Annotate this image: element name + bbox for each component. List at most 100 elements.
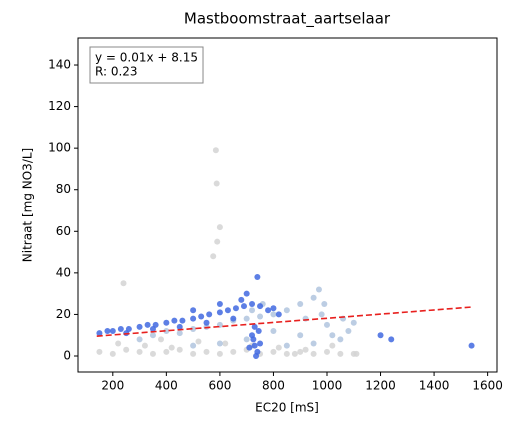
point	[254, 274, 261, 281]
point	[144, 321, 151, 328]
y-tick-label: 20	[56, 307, 71, 321]
chart-title: Mastboomstraat_aartselaar	[184, 10, 391, 29]
point	[190, 350, 197, 357]
point	[270, 305, 277, 312]
point	[323, 348, 330, 355]
point	[163, 319, 170, 326]
x-tick-label: 1000	[312, 379, 343, 393]
points	[96, 147, 475, 359]
annotation-box	[89, 46, 204, 84]
point	[171, 317, 178, 324]
point	[136, 348, 143, 355]
point	[270, 328, 277, 335]
x-tick-label: 600	[208, 379, 231, 393]
point	[163, 348, 170, 355]
point	[468, 342, 475, 349]
point	[249, 307, 256, 314]
y-tick-label: 100	[48, 141, 71, 155]
point	[275, 311, 282, 318]
y-tick-label: 120	[48, 99, 71, 113]
x-tick-label: 1400	[419, 379, 450, 393]
plot-frame	[77, 37, 498, 373]
point	[216, 350, 223, 357]
point	[230, 315, 237, 322]
point	[212, 147, 219, 154]
point	[297, 348, 304, 355]
point	[283, 342, 290, 349]
point	[168, 344, 175, 351]
point	[257, 340, 264, 347]
point	[249, 301, 256, 308]
point	[213, 180, 220, 187]
point	[250, 336, 257, 343]
point	[216, 301, 223, 308]
point	[149, 332, 156, 339]
x-tick-label: 1200	[365, 379, 396, 393]
point	[302, 346, 309, 353]
point	[179, 317, 186, 324]
point	[246, 344, 253, 351]
point	[149, 350, 156, 357]
point	[157, 336, 164, 343]
y-tick-label: 140	[48, 58, 71, 72]
point	[222, 340, 229, 347]
point	[350, 319, 357, 326]
point	[210, 253, 217, 260]
point	[136, 336, 143, 343]
point	[353, 350, 360, 357]
point	[283, 350, 290, 357]
point	[232, 305, 239, 312]
x-tick-label: 800	[262, 379, 285, 393]
point	[297, 332, 304, 339]
point	[255, 328, 262, 335]
point	[291, 350, 298, 357]
point	[257, 313, 264, 320]
point	[190, 307, 197, 314]
point	[243, 315, 250, 322]
point	[149, 325, 156, 332]
y-axis-label: Nitraat [mg NO3/L]	[21, 148, 35, 262]
point	[224, 307, 231, 314]
point	[337, 336, 344, 343]
point	[318, 311, 325, 318]
point	[310, 294, 317, 301]
point	[109, 350, 116, 357]
point	[176, 346, 183, 353]
point	[214, 238, 221, 245]
point	[315, 286, 322, 293]
point	[270, 348, 277, 355]
point	[96, 348, 103, 355]
point	[238, 296, 245, 303]
y-tick-label: 0	[63, 348, 71, 362]
point	[275, 344, 282, 351]
point	[115, 340, 122, 347]
point	[96, 330, 103, 337]
point	[190, 325, 197, 332]
point	[243, 336, 250, 343]
point	[270, 311, 277, 318]
annotation-text: y = 0.01x + 8.15	[95, 51, 198, 65]
point	[310, 350, 317, 357]
point	[253, 352, 260, 359]
point	[141, 342, 148, 349]
point	[198, 313, 205, 320]
point	[329, 332, 336, 339]
point	[216, 224, 223, 231]
point	[117, 325, 124, 332]
point	[120, 280, 127, 287]
point	[345, 328, 352, 335]
point	[265, 307, 272, 314]
x-tick-label: 200	[101, 379, 124, 393]
y-tick-label: 60	[56, 224, 71, 238]
point	[136, 323, 143, 330]
point	[310, 340, 317, 347]
point	[123, 346, 130, 353]
point	[251, 342, 258, 349]
point	[190, 315, 197, 322]
point	[321, 301, 328, 308]
point	[230, 348, 237, 355]
point	[195, 338, 202, 345]
point	[251, 323, 258, 330]
x-tick-label: 400	[155, 379, 178, 393]
